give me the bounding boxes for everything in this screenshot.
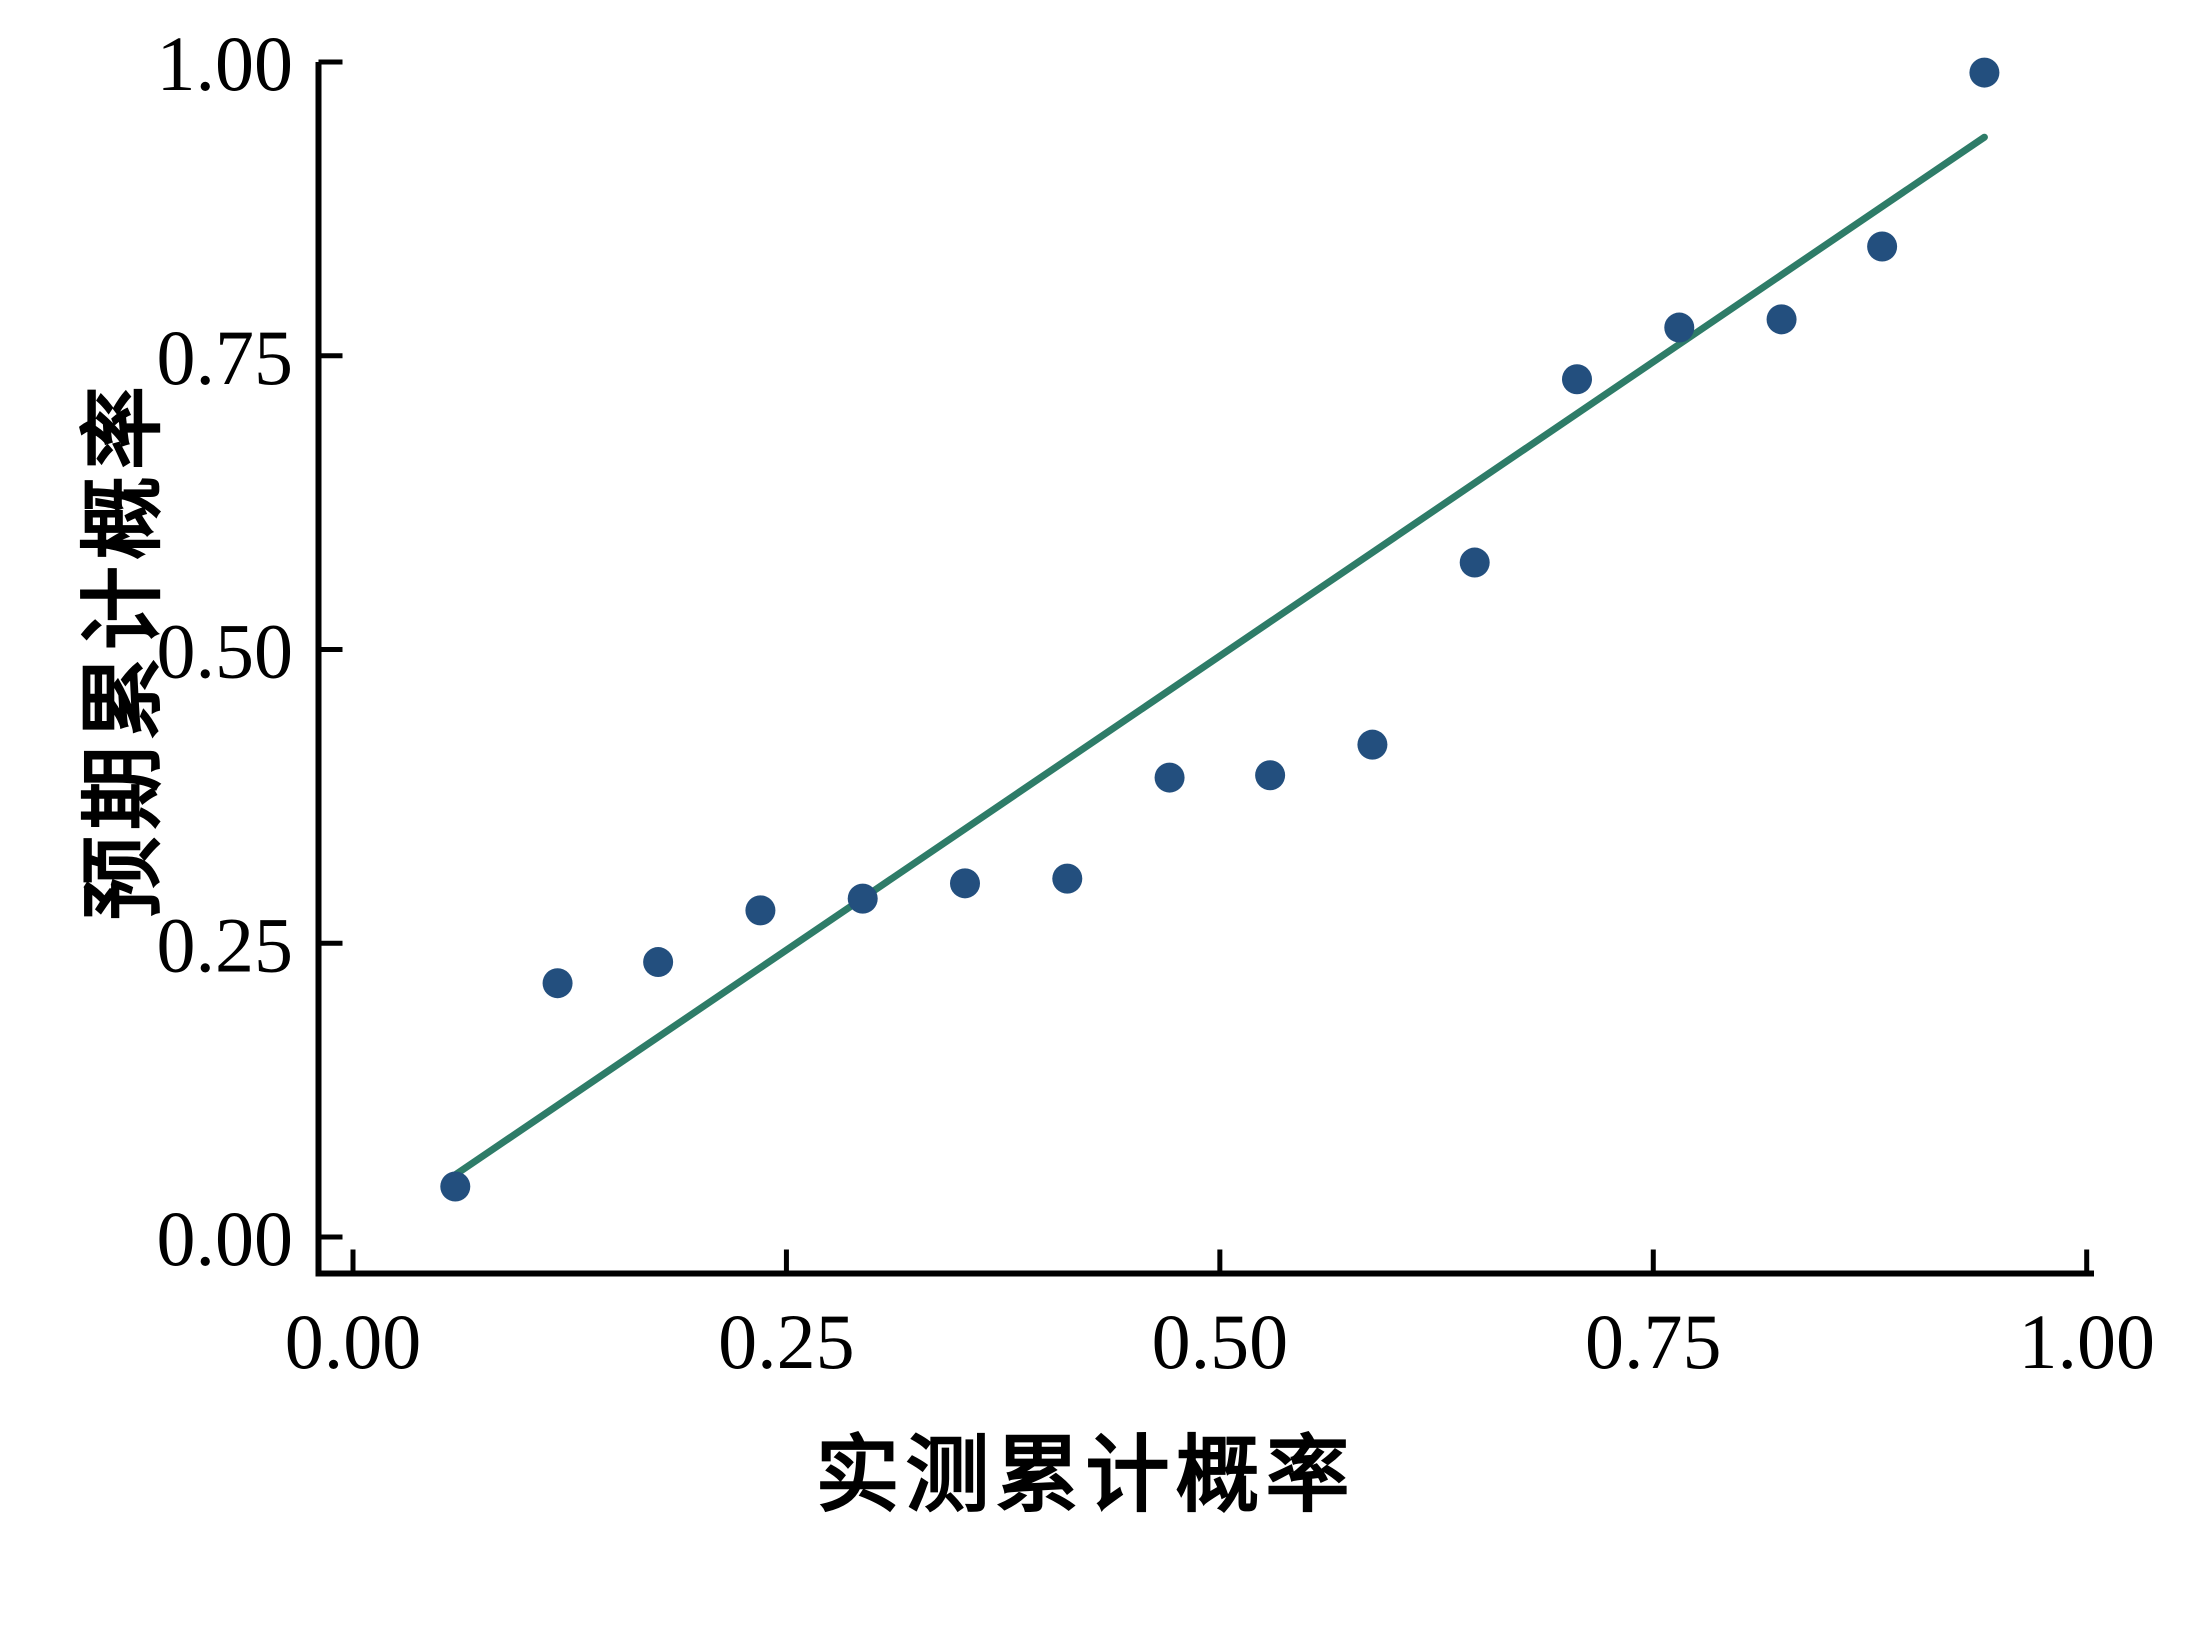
data-point bbox=[1052, 863, 1083, 894]
data-point bbox=[1357, 729, 1388, 760]
data-point bbox=[1664, 312, 1695, 343]
x-axis-title: 实测累计概率 bbox=[815, 1430, 1356, 1523]
y-tick-label: 0.25 bbox=[157, 901, 294, 988]
y-tick-label: 0.75 bbox=[157, 314, 294, 401]
data-point bbox=[1867, 231, 1898, 262]
data-point bbox=[1459, 547, 1490, 578]
x-tick-label: 0.75 bbox=[1585, 1298, 1722, 1385]
x-tick-label: 1.00 bbox=[2018, 1298, 2155, 1385]
data-point bbox=[1969, 57, 2000, 88]
y-tick-label: 1.00 bbox=[157, 20, 294, 107]
x-tick-label: 0.00 bbox=[285, 1298, 422, 1385]
data-point bbox=[542, 968, 573, 999]
y-axis-title: 预期累计概率 bbox=[78, 379, 171, 921]
x-tick-label: 0.25 bbox=[718, 1298, 855, 1385]
y-tick-label: 0.00 bbox=[157, 1195, 294, 1282]
y-tick-label: 0.50 bbox=[157, 608, 294, 695]
data-point bbox=[745, 895, 776, 926]
data-point bbox=[949, 868, 980, 899]
data-point bbox=[643, 947, 674, 978]
data-point bbox=[1255, 760, 1286, 791]
data-point bbox=[847, 883, 878, 914]
data-point bbox=[440, 1171, 471, 1202]
x-tick-label: 0.50 bbox=[1152, 1298, 1289, 1385]
data-point bbox=[1561, 364, 1592, 395]
reference-line bbox=[451, 133, 1988, 1179]
data-point bbox=[1154, 762, 1185, 793]
data-point bbox=[1766, 304, 1797, 335]
